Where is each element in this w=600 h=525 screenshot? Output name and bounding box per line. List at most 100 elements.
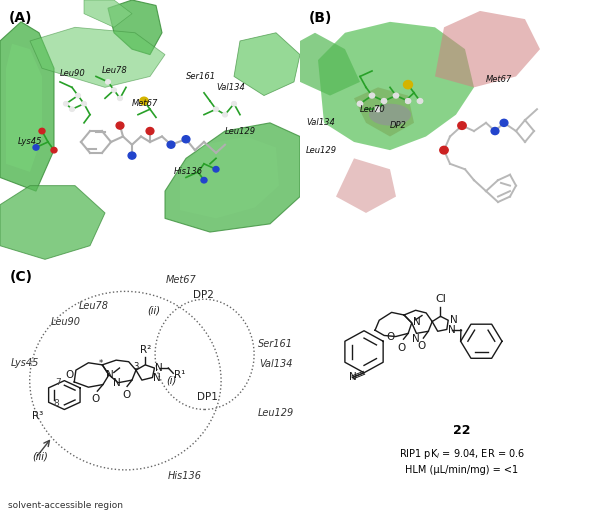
Circle shape [82, 101, 86, 106]
Text: *: * [98, 359, 103, 368]
Polygon shape [84, 0, 132, 27]
Text: 7: 7 [55, 378, 61, 387]
Text: (iii): (iii) [32, 452, 48, 462]
Text: N: N [155, 363, 163, 373]
Text: Leu129: Leu129 [225, 127, 256, 135]
Text: Leu78: Leu78 [79, 301, 109, 311]
Text: N: N [106, 370, 114, 380]
Text: DP2: DP2 [193, 289, 214, 300]
Text: His136: His136 [168, 470, 202, 481]
Text: Leu129: Leu129 [306, 145, 337, 155]
Circle shape [70, 107, 74, 111]
Polygon shape [354, 87, 414, 136]
Circle shape [76, 93, 80, 98]
Circle shape [112, 88, 116, 92]
Circle shape [182, 135, 190, 143]
Circle shape [214, 107, 218, 111]
Text: Met67: Met67 [166, 275, 197, 285]
Circle shape [358, 101, 362, 106]
Circle shape [382, 99, 387, 103]
Text: N: N [113, 378, 121, 388]
Polygon shape [108, 0, 162, 55]
Text: Leu90: Leu90 [60, 69, 86, 78]
Text: Cl: Cl [435, 295, 446, 304]
Polygon shape [300, 33, 360, 96]
Text: Ser161: Ser161 [186, 72, 216, 81]
Polygon shape [30, 27, 165, 87]
Polygon shape [234, 33, 300, 96]
Circle shape [491, 128, 499, 134]
Text: (ii): (ii) [147, 305, 160, 316]
Polygon shape [0, 186, 105, 259]
Ellipse shape [369, 104, 411, 125]
Circle shape [64, 101, 68, 106]
Text: O: O [398, 343, 406, 353]
Text: Lys45: Lys45 [11, 358, 39, 368]
Text: His136: His136 [174, 167, 203, 176]
Text: (C): (C) [10, 270, 33, 285]
Text: Lys45: Lys45 [18, 138, 43, 146]
Circle shape [376, 107, 381, 112]
Text: Leu70: Leu70 [360, 104, 386, 114]
Polygon shape [0, 22, 54, 191]
Polygon shape [435, 11, 540, 87]
Text: Leu90: Leu90 [51, 317, 81, 327]
Polygon shape [165, 123, 300, 232]
Polygon shape [6, 44, 42, 172]
Text: (B): (B) [309, 11, 332, 25]
Text: N: N [413, 317, 421, 328]
Text: Val134: Val134 [259, 359, 292, 369]
Text: 8: 8 [53, 399, 59, 408]
Circle shape [500, 119, 508, 127]
Circle shape [128, 152, 136, 159]
Polygon shape [180, 136, 279, 218]
Circle shape [418, 99, 422, 103]
Circle shape [232, 101, 236, 106]
Text: O: O [386, 331, 395, 342]
Text: O: O [122, 390, 130, 400]
Text: (i): (i) [166, 375, 177, 386]
Text: N: N [349, 372, 356, 382]
Text: O: O [65, 370, 73, 381]
Circle shape [51, 148, 57, 153]
Circle shape [106, 80, 110, 84]
Text: solvent-accessible region: solvent-accessible region [8, 501, 123, 510]
Text: N: N [449, 314, 457, 325]
Circle shape [140, 97, 148, 105]
Text: 22: 22 [453, 424, 471, 437]
Text: R³: R³ [32, 411, 44, 421]
Circle shape [406, 99, 410, 103]
Text: Leu129: Leu129 [257, 407, 293, 418]
Circle shape [213, 166, 219, 172]
Circle shape [146, 128, 154, 134]
Text: N: N [153, 373, 161, 383]
Circle shape [118, 96, 122, 100]
Polygon shape [318, 22, 474, 150]
Circle shape [167, 141, 175, 148]
Text: R¹: R¹ [174, 370, 185, 380]
Text: DP1: DP1 [197, 392, 218, 402]
Text: HLM (μL/min/mg) = <1: HLM (μL/min/mg) = <1 [406, 465, 518, 475]
Circle shape [33, 145, 39, 150]
Text: RIP1 pK$_i$ = 9.04, ER = 0.6: RIP1 pK$_i$ = 9.04, ER = 0.6 [399, 447, 525, 461]
Circle shape [458, 122, 466, 129]
Text: Leu78: Leu78 [102, 67, 128, 76]
Text: Met67: Met67 [486, 75, 512, 83]
Circle shape [370, 93, 374, 98]
Text: N: N [412, 334, 419, 344]
Text: Ser161: Ser161 [258, 339, 293, 350]
Circle shape [394, 93, 398, 98]
Circle shape [116, 122, 124, 129]
Text: R²: R² [140, 345, 151, 355]
Text: O: O [418, 341, 426, 351]
Text: DP2: DP2 [390, 121, 407, 130]
Text: Met67: Met67 [132, 99, 158, 108]
Circle shape [404, 80, 413, 89]
Circle shape [201, 177, 207, 183]
Text: Val134: Val134 [216, 83, 245, 92]
Circle shape [39, 128, 45, 134]
Text: N: N [448, 324, 455, 335]
Polygon shape [336, 159, 396, 213]
Text: 3: 3 [133, 362, 139, 371]
Text: (A): (A) [9, 11, 32, 25]
